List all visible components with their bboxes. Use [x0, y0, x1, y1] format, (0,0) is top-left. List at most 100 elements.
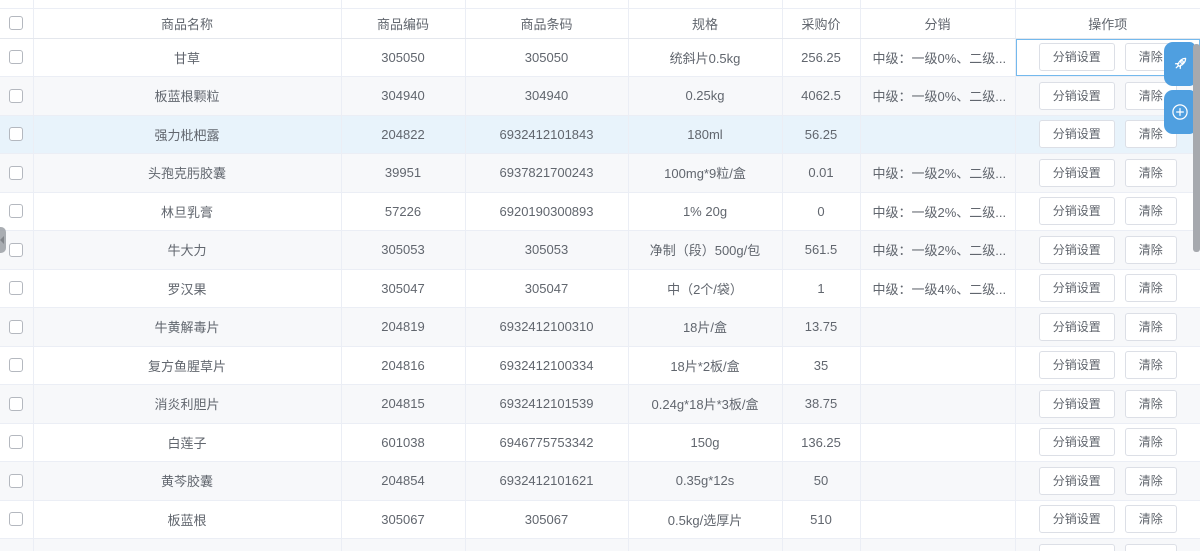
cell-price — [782, 538, 861, 551]
clear-button[interactable]: 清除 — [1124, 466, 1177, 495]
distribution-setting-button[interactable]: 分销设置 — [1038, 274, 1115, 303]
row-checkbox[interactable] — [9, 319, 24, 334]
distribution-setting-button[interactable]: 分销设置 — [1038, 120, 1115, 149]
distribution-setting-button[interactable]: 分销设置 — [1038, 466, 1115, 495]
clear-button[interactable]: 清除 — [1124, 235, 1177, 264]
row-checkbox[interactable] — [9, 396, 24, 411]
row-select-cell — [0, 384, 34, 424]
vertical-scrollbar[interactable] — [1193, 0, 1200, 551]
row-select-cell — [0, 38, 34, 77]
add-icon — [1170, 102, 1190, 122]
clear-button[interactable]: 清除 — [1124, 158, 1177, 187]
clear-button[interactable]: 清除 — [1124, 505, 1177, 534]
cell-operations: 分销设置清除 — [1015, 269, 1200, 308]
clear-button[interactable]: 清除 — [1124, 197, 1177, 226]
cell-spec: 18片*2板/盒 — [628, 346, 783, 385]
row-checkbox[interactable] — [9, 358, 24, 373]
cell-name: 黄芩胶囊 — [33, 461, 342, 501]
table-header: 商品名称 商品编码 商品条码 规格 采购价 分销 操作项 — [0, 0, 1200, 39]
distribution-setting-button[interactable]: 分销设置 — [1038, 543, 1115, 551]
cell-price: 38.75 — [782, 384, 861, 424]
clear-button[interactable]: 清除 — [1124, 312, 1177, 341]
cell-name: 板蓝根颗粒 — [33, 76, 342, 116]
clear-button[interactable]: 清除 — [1124, 274, 1177, 303]
distribution-setting-button[interactable]: 分销设置 — [1038, 389, 1115, 418]
cell-barcode: 6937821700243 — [465, 153, 629, 193]
cell-dist — [860, 538, 1016, 551]
cell-price: 561.5 — [782, 230, 861, 270]
table-row: 罗汉果 305047 305047 中（2个/袋） 1 中级：一级4%、二级... 分销设置… — [0, 269, 1200, 308]
column-header-ops: 操作项 — [1015, 7, 1200, 39]
column-header-code: 商品编码 — [341, 7, 466, 39]
column-header-price: 采购价 — [782, 7, 861, 39]
cell-name — [33, 538, 342, 551]
header-row: 商品名称 商品编码 商品条码 规格 采购价 分销 操作项 — [0, 7, 1200, 39]
cell-price: 56.25 — [782, 115, 861, 154]
distribution-setting-button[interactable]: 分销设置 — [1038, 428, 1115, 457]
clear-button[interactable]: 清除 — [1124, 351, 1177, 380]
sidebar-collapse-handle[interactable] — [0, 227, 6, 253]
cell-spec: 0.5kg/选厚片 — [628, 500, 783, 539]
cell-price: 35 — [782, 346, 861, 385]
distribution-setting-button[interactable]: 分销设置 — [1038, 235, 1115, 264]
table-row: 板蓝根颗粒 304940 304940 0.25kg 4062.5 中级：一级0%、二级.… — [0, 76, 1200, 116]
cell-spec: 18片/盒 — [628, 307, 783, 347]
row-select-cell — [0, 346, 34, 385]
cell-barcode: 6932412100334 — [465, 346, 629, 385]
distribution-setting-button[interactable]: 分销设置 — [1038, 158, 1115, 187]
cell-code: 204819 — [341, 307, 466, 347]
table-row: 黄芩胶囊 204854 6932412101621 0.35g*12s 50 分销设置 清除 — [0, 461, 1200, 501]
row-checkbox[interactable] — [9, 50, 24, 65]
cell-price: 256.25 — [782, 38, 861, 77]
row-checkbox[interactable] — [9, 281, 24, 296]
cell-barcode: 6932412100310 — [465, 307, 629, 347]
row-checkbox[interactable] — [9, 127, 24, 142]
row-checkbox[interactable] — [9, 165, 24, 180]
cell-price: 0.01 — [782, 153, 861, 193]
row-checkbox[interactable] — [9, 204, 24, 219]
top-strip-cell — [33, 0, 342, 8]
select-all-checkbox[interactable] — [9, 16, 24, 30]
row-select-cell — [0, 538, 34, 551]
column-header-barcode: 商品条码 — [465, 7, 629, 39]
distribution-setting-button[interactable]: 分销设置 — [1038, 505, 1115, 534]
cell-barcode: 305047 — [465, 269, 629, 308]
cell-barcode: 305067 — [465, 500, 629, 539]
cell-code: 304940 — [341, 76, 466, 116]
rocket-button[interactable] — [1164, 42, 1195, 86]
row-checkbox[interactable] — [9, 242, 24, 257]
scrollbar-thumb[interactable] — [1193, 44, 1200, 252]
cell-spec: 0.24g*18片*3板/盒 — [628, 384, 783, 424]
cell-dist: 中级：一级2%、二级... — [860, 153, 1016, 193]
cell-spec: 180ml — [628, 115, 783, 154]
clear-button[interactable]: 清除 — [1124, 389, 1177, 418]
cell-code — [341, 538, 466, 551]
distribution-setting-button[interactable]: 分销设置 — [1038, 43, 1115, 72]
clear-button[interactable]: 清除 — [1124, 428, 1177, 457]
top-strip-cell — [628, 0, 783, 8]
row-checkbox[interactable] — [9, 473, 24, 488]
distribution-setting-button[interactable]: 分销设置 — [1038, 351, 1115, 380]
cell-operations: 分销设置 清除 — [1015, 538, 1200, 551]
cell-spec: 统斜片0.5kg — [628, 38, 783, 77]
row-checkbox[interactable] — [9, 512, 24, 527]
cell-price: 136.25 — [782, 423, 861, 462]
cell-dist — [860, 461, 1016, 501]
cell-spec: 0.25kg — [628, 76, 783, 116]
distribution-setting-button[interactable]: 分销设置 — [1038, 197, 1115, 226]
distribution-setting-button[interactable]: 分销设置 — [1038, 312, 1115, 341]
cell-dist: 中级：一级2%、二级... — [860, 192, 1016, 231]
row-select-cell — [0, 307, 34, 347]
row-checkbox[interactable] — [9, 435, 24, 450]
cell-spec: 净制（段）500g/包 — [628, 230, 783, 270]
row-checkbox[interactable] — [9, 88, 24, 103]
cell-name: 甘草 — [33, 38, 342, 77]
clear-button[interactable]: 清除 — [1124, 543, 1177, 551]
add-button[interactable] — [1164, 90, 1195, 134]
distribution-setting-button[interactable]: 分销设置 — [1038, 81, 1115, 110]
cell-spec: 中（2个/袋） — [628, 269, 783, 308]
cell-barcode: 304940 — [465, 76, 629, 116]
cell-spec: 0.35g*12s — [628, 461, 783, 501]
cell-operations: 分销设置清除 — [1015, 153, 1200, 193]
column-header-name: 商品名称 — [33, 7, 342, 39]
